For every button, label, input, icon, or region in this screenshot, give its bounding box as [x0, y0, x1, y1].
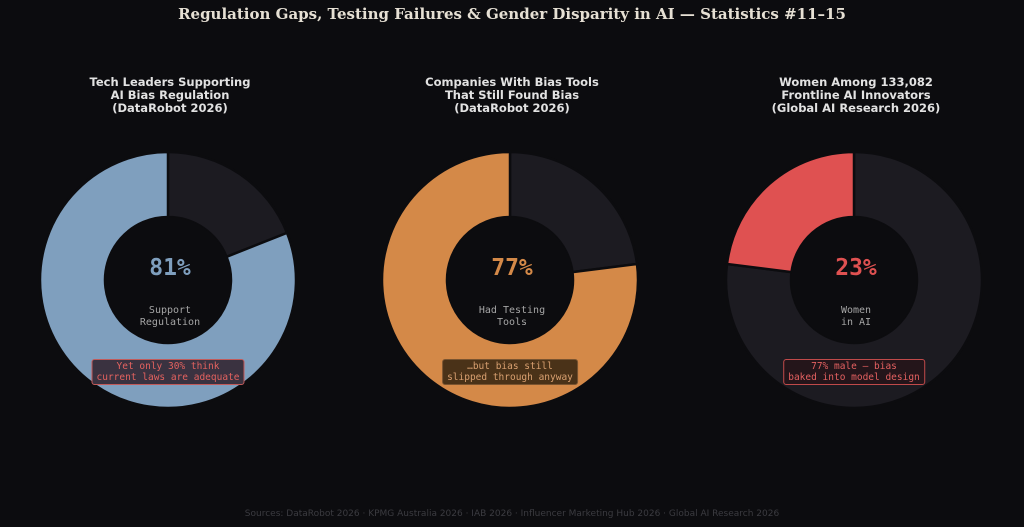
chart-title-line: Companies With Bias Tools	[425, 75, 599, 89]
center-label: Support Regulation	[0, 305, 340, 329]
percent-label: 23%	[835, 255, 877, 281]
annotation-line: Yet only 30% think	[116, 361, 220, 372]
chart-title: Tech Leaders Supporting AI Bias Regulati…	[0, 76, 340, 115]
center-label-line: Regulation	[139, 317, 201, 328]
donut-hole	[105, 217, 231, 343]
donut-chart	[724, 150, 984, 410]
chart-title-line: (DataRobot 2026)	[112, 101, 228, 115]
donut-chart	[380, 150, 640, 410]
center-label: Women in AI	[686, 305, 1024, 329]
chart-title-line: (DataRobot 2026)	[454, 101, 570, 115]
annotation-line: baked into model design	[788, 372, 920, 383]
chart-title-line: Frontline AI Innovators	[781, 88, 931, 102]
center-label-line: Had Testing	[478, 305, 546, 316]
chart-title: Women Among 133,082 Frontline AI Innovat…	[686, 76, 1024, 115]
center-label-line: Women	[840, 305, 872, 316]
sources-footer: Sources: DataRobot 2026 · KPMG Australia…	[244, 509, 780, 519]
chart-panel-testing: Companies With Bias Tools That Still Fou…	[342, 0, 682, 527]
donut-hole	[447, 217, 573, 343]
chart-title-line: Women Among 133,082	[779, 75, 933, 89]
chart-panel-regulation: Tech Leaders Supporting AI Bias Regulati…	[0, 0, 340, 527]
annotation-line: slipped through anyway	[447, 372, 573, 383]
chart-title-line: Tech Leaders Supporting	[89, 75, 251, 89]
percent-label: 81%	[149, 255, 191, 281]
donut-hole	[791, 217, 917, 343]
chart-panel-gender: Women Among 133,082 Frontline AI Innovat…	[686, 0, 1024, 527]
page-title: Regulation Gaps, Testing Failures & Gend…	[178, 5, 846, 23]
annotation-line: 77% male — bias	[811, 361, 897, 372]
annotation-box: 77% male — bias baked into model design	[783, 359, 925, 385]
center-label-line: in AI	[840, 317, 872, 328]
chart-title-line: That Still Found Bias	[444, 88, 580, 102]
center-label-line: Support	[148, 305, 192, 316]
center-label: Had Testing Tools	[342, 305, 682, 329]
annotation-box: …but bias still slipped through anyway	[442, 359, 578, 385]
donut-chart	[38, 150, 298, 410]
center-label-line: Tools	[496, 317, 528, 328]
annotation-line: …but bias still	[467, 361, 553, 372]
chart-title-line: AI Bias Regulation	[110, 88, 230, 102]
chart-title-line: (Global AI Research 2026)	[771, 101, 941, 115]
percent-label: 77%	[491, 255, 533, 281]
annotation-box: Yet only 30% think current laws are adeq…	[91, 359, 245, 385]
chart-title: Companies With Bias Tools That Still Fou…	[342, 76, 682, 115]
annotation-line: current laws are adequate	[96, 372, 240, 383]
